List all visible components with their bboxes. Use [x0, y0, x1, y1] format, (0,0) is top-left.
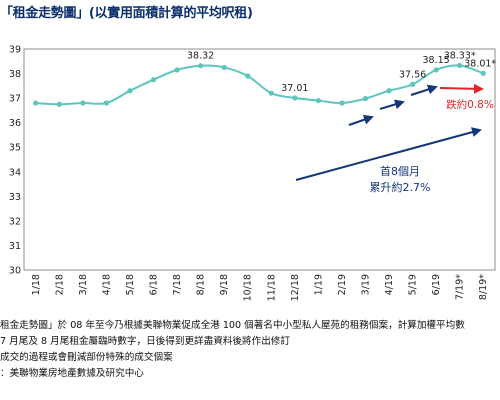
data-point: [33, 100, 39, 106]
data-point: [362, 96, 369, 102]
y-tick-label: 30: [9, 266, 21, 277]
footnotes: 租金走勢圖」於 08 年至今乃根據美聯物業促成全港 100 個著名中小型私人屋苑…: [0, 318, 500, 382]
y-tick-label: 38: [9, 69, 21, 80]
data-point: [245, 73, 251, 79]
data-point: [292, 95, 298, 101]
x-tick-label: 4/18: [101, 274, 112, 295]
data-point: [103, 100, 110, 106]
data-point: [198, 63, 204, 69]
data-label: 38.15: [423, 55, 450, 66]
y-tick-label: 35: [9, 143, 21, 154]
x-axis-ticks: 1/18 2/18 3/18 4/18 5/18 6/18 7/18 8/18 9/18 10/1…: [31, 274, 489, 302]
x-tick-label: 3/18: [78, 274, 89, 295]
x-tick-label: 6/19: [431, 274, 442, 295]
trend-annotations: 跌約0.8% 首8個月 累升約2.7%: [295, 83, 494, 194]
data-point: [315, 97, 321, 104]
data-label: 38.32: [187, 51, 214, 62]
plot-area-border: [23, 48, 496, 271]
y-axis-ticks: 30 31 32 33 34 35 36 37 38 39: [9, 45, 21, 277]
data-point: [433, 67, 439, 73]
rise-label-line1: 首8個月: [380, 164, 420, 178]
y-tick-label: 37: [9, 94, 21, 105]
footnote-provisional: 7 月尾及 8 月尾租金屬臨時數字，日後得到更詳盡資料後將作出修訂: [0, 336, 290, 347]
x-tick-label: 7/18: [172, 274, 183, 295]
x-tick-label: 7/19*: [455, 274, 466, 300]
x-tick-label: 9/18: [219, 274, 230, 295]
data-point: [174, 67, 180, 73]
data-point: [409, 81, 416, 87]
x-tick-label: 3/19: [360, 274, 371, 295]
x-tick-label: 1/19: [313, 274, 324, 295]
small-rise-arrow-2: [379, 99, 405, 110]
x-tick-label: 8/19*: [478, 274, 489, 300]
data-point: [457, 62, 463, 69]
x-tick-label: 5/19: [408, 274, 419, 295]
footnote-methodology: 租金走勢圖」於 08 年至今乃根據美聯物業促成全港 100 個著名中小型私人屋苑…: [0, 320, 465, 331]
data-label: 38.01*: [464, 58, 496, 69]
data-point: [386, 88, 392, 94]
y-tick-label: 36: [9, 118, 21, 129]
x-tick-label: 11/18: [266, 274, 277, 301]
data-point: [339, 100, 345, 106]
y-tick-label: 33: [9, 192, 21, 203]
x-tick-label: 4/19: [384, 274, 395, 295]
x-tick-label: 2/18: [54, 274, 65, 295]
y-tick-label: 31: [9, 241, 21, 252]
long-rise-arrow: [295, 127, 482, 181]
data-label: 37.56: [399, 69, 426, 80]
data-point: [127, 88, 133, 94]
y-tick-label: 34: [9, 167, 21, 178]
x-tick-label: 5/18: [125, 274, 136, 295]
y-tick-label: 32: [9, 216, 21, 227]
data-point: [268, 90, 274, 96]
drop-arrow: [439, 83, 484, 94]
footnote-exclusion: 成交的過程或會刪減部份特殊的成交個案: [0, 352, 173, 363]
x-tick-label: 2/19: [337, 274, 348, 295]
plot-frame: [23, 48, 496, 271]
data-point: [56, 101, 62, 107]
small-rise-arrow-3: [410, 84, 438, 96]
data-label: 38.33*: [444, 50, 476, 61]
drop-label: 跌約0.8%: [446, 98, 494, 111]
x-tick-label: 10/18: [243, 274, 254, 301]
x-tick-label: 8/18: [196, 274, 207, 295]
x-tick-label: 12/18: [290, 274, 301, 301]
y-tick-label: 39: [9, 45, 21, 56]
x-tick-label: 1/18: [31, 274, 42, 295]
x-tick-label: 6/18: [149, 274, 160, 295]
data-point: [150, 77, 157, 83]
chart-title: 「租金走勢圖」(以實用面積計算的平均呎租): [0, 6, 253, 21]
small-rise-arrow-1: [348, 114, 374, 126]
data-point: [480, 70, 486, 76]
data-point: [80, 100, 86, 106]
data-label: 37.01: [281, 83, 308, 94]
rent-series: [33, 62, 486, 107]
data-point: [221, 64, 227, 71]
rise-label-line2: 累升約2.7%: [370, 180, 431, 194]
footnote-source: ：美聯物業房地產數據及研究中心: [0, 368, 144, 379]
